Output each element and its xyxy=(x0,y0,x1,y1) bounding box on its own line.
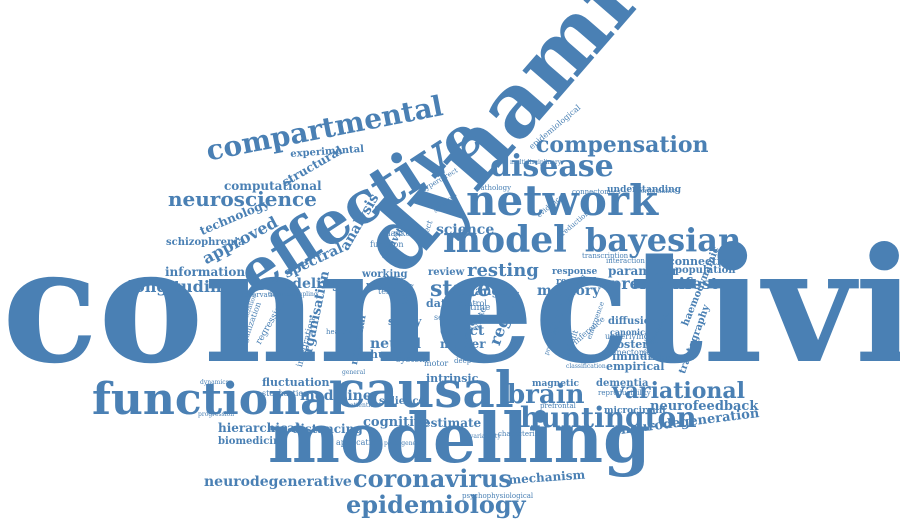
word-brain: brain xyxy=(507,380,585,410)
word-pathology: pathology xyxy=(476,184,512,192)
word-neural: neural xyxy=(370,336,422,352)
word-population: population xyxy=(675,265,736,276)
word-functional: functional xyxy=(92,374,346,425)
word-science: science xyxy=(436,222,495,238)
word-multidisciplinary: multidisciplinary xyxy=(510,159,562,166)
word-prefrontal: prefrontal xyxy=(540,402,576,410)
word-dynamics: dynamics xyxy=(200,379,229,386)
word-connectome: connectome xyxy=(602,348,652,357)
word-blanket: blanket xyxy=(383,229,414,238)
word-immunity: immunity xyxy=(612,350,672,363)
word-human: human xyxy=(370,348,413,361)
word-data: data xyxy=(426,297,454,310)
word-performance: performance xyxy=(637,188,677,195)
word-working: working xyxy=(362,269,408,280)
word-schizophrenia: schizophrenia xyxy=(166,237,245,248)
word-attention: attention xyxy=(350,402,378,409)
word-state: state xyxy=(430,276,491,302)
word-cognitive: cognitive xyxy=(363,415,430,430)
word-variational: variational xyxy=(612,378,746,404)
word-self: self xyxy=(434,313,449,322)
word-response: response xyxy=(552,267,598,277)
word-reproducibility: reproducibility xyxy=(598,389,651,397)
word-neuroscience: neuroscience xyxy=(168,187,317,211)
word-huntington: huntington xyxy=(520,401,697,434)
word-underlying: underlying xyxy=(605,332,649,341)
word-coronavirus: coronavirus xyxy=(353,464,512,493)
word-hierarchical: hierarchical xyxy=(218,421,300,435)
word-effect: effect xyxy=(440,323,485,339)
word-memory: memory xyxy=(537,283,601,299)
word-computational: computational xyxy=(224,179,322,193)
word-diffusion: diffusion xyxy=(608,316,658,327)
word-function: function xyxy=(370,240,404,249)
word-longitudinal: longitudinal xyxy=(128,277,239,296)
word-dementia: dementia xyxy=(596,378,649,389)
word-network: network xyxy=(466,176,659,225)
word-stochastic: stochastic xyxy=(262,389,303,398)
word-canonical: canonical xyxy=(610,327,654,337)
word-biomedicine: biomedicine xyxy=(218,436,287,447)
word-modeling: modeling xyxy=(268,276,342,292)
word-compensation: compensation xyxy=(536,132,709,158)
word-modelling: modelling xyxy=(268,399,651,479)
word-testing: testing xyxy=(378,287,407,296)
word-interaction: interaction xyxy=(606,257,645,265)
word-magnetic: magnetic xyxy=(532,379,579,389)
word-neurofeedback: neurofeedback xyxy=(650,399,759,414)
word-distancing: distancing xyxy=(292,422,363,436)
word-connectivity: connectivity xyxy=(2,214,900,399)
word-connectomics: connectomics xyxy=(572,188,621,196)
word-microcircuit: microcircuit xyxy=(604,406,667,416)
word-difference: difference xyxy=(268,291,299,298)
word-connection: connection xyxy=(668,255,737,268)
word-application: application xyxy=(336,438,382,447)
word-review: review xyxy=(428,267,465,278)
word-general: general xyxy=(342,369,366,376)
word-psychophysiological: psychophysiological xyxy=(462,492,534,500)
word-deep: deep xyxy=(454,357,472,365)
word-information: information xyxy=(165,265,246,279)
word-sampling: sampling xyxy=(290,291,318,298)
word-causal: causal xyxy=(335,360,514,419)
word-bayesian: bayesian xyxy=(585,221,742,259)
word-epidemiology: epidemiology xyxy=(346,490,526,519)
word-characterise: characterise xyxy=(498,430,543,438)
word-change: change xyxy=(459,284,508,298)
word-mode: mode xyxy=(466,313,489,322)
word-resting: resting xyxy=(467,260,539,281)
word-empirical: empirical xyxy=(606,360,665,373)
word-parameter: parameter xyxy=(608,264,679,278)
word-posterior: posterior xyxy=(609,338,666,351)
word-understanding: understanding xyxy=(607,185,681,195)
word-transcription: transcription xyxy=(582,252,629,260)
word-neurodegenerative: neurodegenerative xyxy=(204,474,352,490)
word-progression: progression xyxy=(198,411,235,418)
word-pathogenesis: pathogenesis xyxy=(384,440,425,447)
word-study: study xyxy=(388,315,422,328)
word-disease: disease xyxy=(490,149,614,184)
word-premanifest: premanifest xyxy=(610,274,719,293)
word-pattern: pattern xyxy=(366,281,404,291)
word-time: time xyxy=(470,303,491,313)
word-metaanalysis: metaanalysis xyxy=(648,354,695,362)
word-estimate: estimate xyxy=(423,416,482,430)
word-motor: motor xyxy=(424,359,449,368)
word-classification: classification xyxy=(566,363,606,370)
word-research: research xyxy=(556,277,600,287)
word-healthy: healthy xyxy=(326,328,353,336)
word-mechanism: mechanism xyxy=(507,467,586,487)
word-medicine: medicine xyxy=(300,388,372,404)
word-salience: salience xyxy=(379,396,425,407)
word-fluctuation: fluctuation xyxy=(262,376,330,389)
word-control: control xyxy=(458,299,487,308)
word-variability: variability xyxy=(470,433,501,440)
word-system: system xyxy=(396,355,428,365)
word-reservation: reservation xyxy=(241,291,282,299)
word-matter: matter xyxy=(440,337,486,351)
word-model: model xyxy=(443,219,567,261)
word-intrinsic: intrinsic xyxy=(426,372,479,385)
